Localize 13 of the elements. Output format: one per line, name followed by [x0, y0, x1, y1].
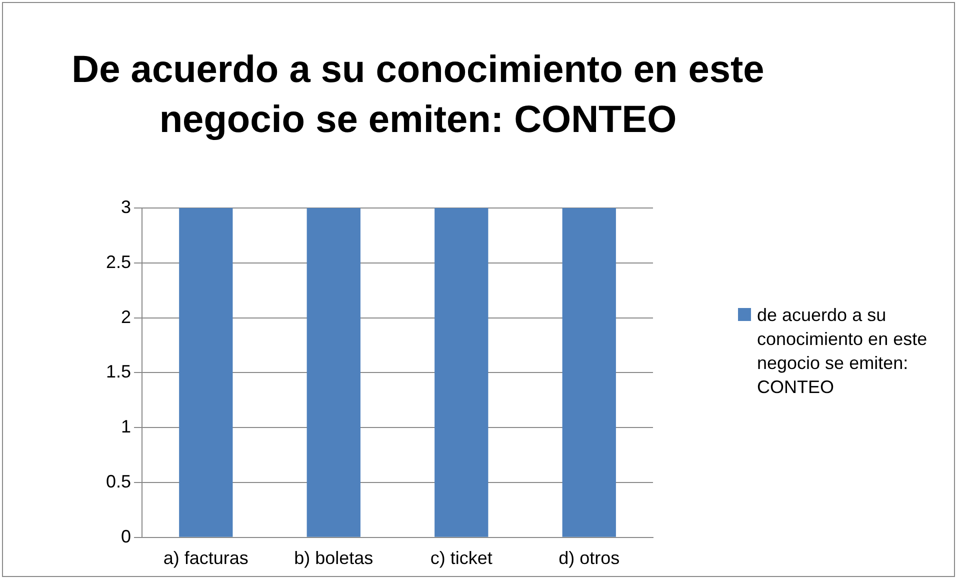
x-tick-label: b) boletas	[294, 548, 374, 568]
y-tick-label: 0.5	[106, 471, 132, 492]
y-tick-label: 1	[121, 416, 132, 437]
x-tick-label: a) facturas	[163, 548, 248, 568]
legend-label: de acuerdo a su conocimiento en este negocio se emiten: CONTEO	[757, 304, 928, 399]
x-tick-label: d) otros	[558, 548, 620, 568]
y-tick-label: 1.5	[106, 362, 132, 382]
y-tick-label: 2.5	[106, 252, 132, 272]
y-tick-label: 2	[121, 306, 132, 327]
chart-title: De acuerdo a su conocimiento en este negocio se emiten: CONTEO	[70, 48, 766, 143]
y-tick-label: 3	[121, 196, 132, 217]
x-tick-label: c) ticket	[430, 548, 492, 568]
y-tick-label: 0	[121, 526, 132, 546]
